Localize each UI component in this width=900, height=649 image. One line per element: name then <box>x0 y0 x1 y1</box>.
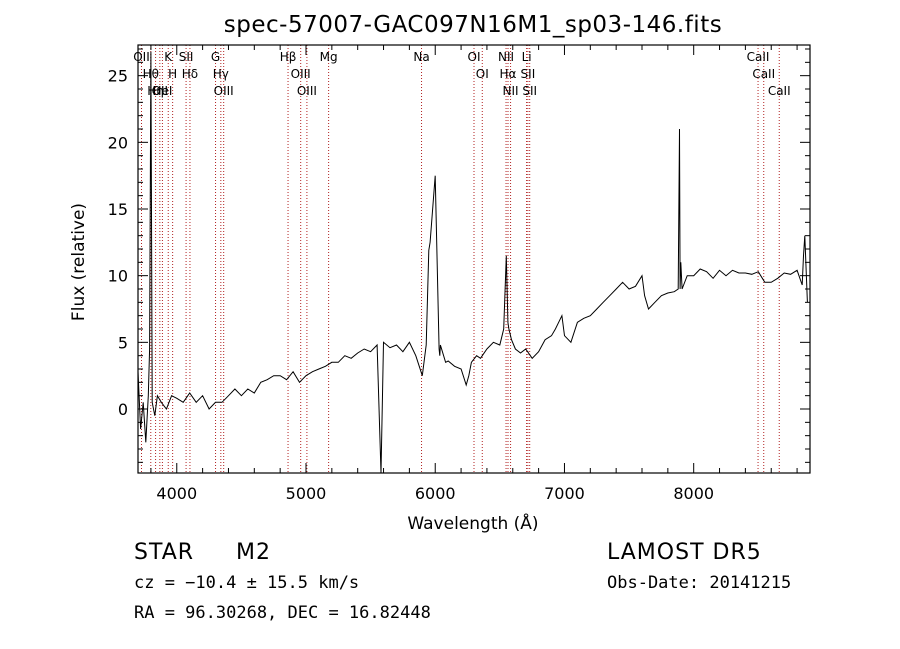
object-class: STAR <box>134 540 195 565</box>
x-tick-label: 8000 <box>673 484 714 503</box>
line-label-NII: NII <box>498 50 514 64</box>
x-tick-label: 6000 <box>415 484 456 503</box>
line-label-K: K <box>164 50 173 64</box>
line-label-OIII: OIII <box>297 84 317 98</box>
line-label-Mg: Mg <box>320 50 338 64</box>
line-label-OI: OI <box>468 50 481 64</box>
redshift-cz: cz = −10.4 ± 15.5 km/s <box>134 573 360 593</box>
line-label-Hγ: Hγ <box>213 67 229 81</box>
line-label-CaII: CaII <box>768 84 791 98</box>
line-label-H: H <box>168 67 177 81</box>
line-label-G: G <box>211 50 220 64</box>
line-label-Li: Li <box>522 50 532 64</box>
x-axis-label: Wavelength (Å) <box>407 512 538 534</box>
x-tick-label: 4000 <box>156 484 197 503</box>
survey-name: LAMOST DR5 <box>607 540 762 565</box>
line-label-OIII: OIII <box>214 84 234 98</box>
y-tick-label: 5 <box>118 333 128 352</box>
line-label-Hα: Hα <box>500 67 517 81</box>
spectrum-line <box>137 51 808 474</box>
y-tick-label: 25 <box>108 67 128 86</box>
line-label-Hδ: Hδ <box>182 67 198 81</box>
line-label-NII: NII <box>503 84 519 98</box>
line-label-OII: OII <box>152 84 169 98</box>
plot-frame <box>137 44 811 474</box>
x-axis: 4000 5000 6000 7000 8000 <box>150 45 798 503</box>
y-tick-label: 10 <box>108 267 128 286</box>
line-label-SII: SII <box>521 67 536 81</box>
line-label-OI: OI <box>476 67 489 81</box>
line-label-SII: SII <box>179 50 194 64</box>
line-label-Hβ: Hβ <box>280 50 297 64</box>
y-tick-label: 20 <box>108 133 128 152</box>
y-tick-label: 0 <box>118 400 128 419</box>
line-label-CaII: CaII <box>747 50 770 64</box>
chart-title: spec-57007-GAC097N16M1_sp03-146.fits <box>224 12 722 38</box>
line-markers <box>140 45 780 473</box>
y-axis-label: Flux (relative) <box>69 203 89 321</box>
line-label-OIII: OIII <box>291 67 311 81</box>
object-subclass: M2 <box>236 540 271 565</box>
line-label-CaII: CaII <box>752 67 775 81</box>
y-axis: 0 5 10 15 20 25 <box>108 48 810 463</box>
observation-date: Obs-Date: 20141215 <box>607 573 792 593</box>
line-label-SII: SII <box>522 84 537 98</box>
y-tick-label: 15 <box>108 200 128 219</box>
line-label-OII: OII <box>133 50 150 64</box>
ra-dec: RA = 96.30268, DEC = 16.82448 <box>134 603 431 623</box>
line-label-HeI: HeI <box>152 84 172 98</box>
x-tick-label: 5000 <box>286 484 327 503</box>
line-label-Na: Na <box>413 50 429 64</box>
x-tick-label: 7000 <box>544 484 585 503</box>
